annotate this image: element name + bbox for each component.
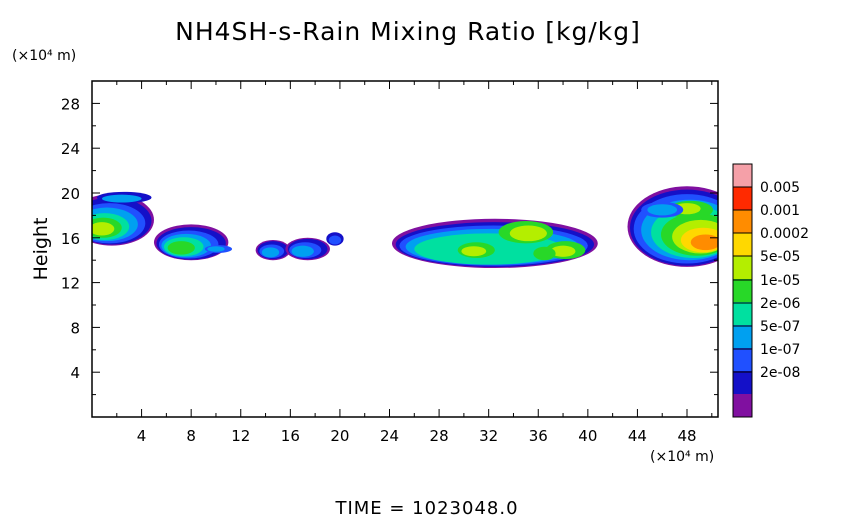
contour-region: [533, 246, 556, 261]
contour-region: [92, 222, 115, 236]
colorbar-swatch: [733, 164, 752, 187]
x-tick-label: 40: [578, 427, 597, 445]
x-tick-label: 36: [529, 427, 548, 445]
contour-region: [647, 204, 678, 216]
colorbar-frame: [732, 163, 753, 418]
colorbar-label: 1e-05: [760, 273, 800, 289]
x-tick-label: 44: [628, 427, 647, 445]
y-tick-label: 24: [61, 140, 80, 158]
colorbar-swatch: [733, 302, 752, 325]
x-tick-label: 48: [677, 427, 696, 445]
contour-region: [167, 241, 195, 255]
x-tick-label: 20: [330, 427, 349, 445]
contour-region: [690, 234, 718, 251]
x-tick-label: 12: [231, 427, 250, 445]
colorbar-label: 1e-07: [760, 342, 800, 358]
colorbar-swatch: [733, 394, 752, 417]
contour-region: [461, 246, 487, 257]
colorbar-label: 2e-08: [760, 365, 800, 381]
colorbar: 0.005 0.001 0.0002 5e-05 1e-05 2e-06 5e-07 1e-0…: [732, 163, 809, 418]
colorbar-swatch: [733, 233, 752, 256]
colorbar-swatch: [733, 187, 752, 210]
y-tick-label: 16: [61, 230, 80, 248]
x-tick-label: 28: [430, 427, 449, 445]
contour-region: [207, 246, 225, 252]
y-tick-label: 4: [70, 364, 80, 382]
x-tick-label: 8: [186, 427, 196, 445]
y-tick-label: 12: [61, 275, 80, 293]
colorbar-swatch: [733, 210, 752, 233]
colorbar-swatch: [733, 348, 752, 371]
x-tick-label: 16: [281, 427, 300, 445]
colorbar-label: 0.001: [760, 203, 800, 219]
colorbar-label: 0.005: [760, 180, 800, 196]
y-axis-label: Height: [30, 218, 52, 281]
colorbar-swatch: [733, 325, 752, 348]
colorbar-label: 5e-05: [760, 249, 800, 265]
x-tick-label: 24: [380, 427, 399, 445]
contour-region: [550, 245, 576, 257]
contour-region: [101, 194, 142, 203]
colorbar-label: 2e-06: [760, 296, 800, 312]
y-unit-label: (×10⁴ m): [12, 48, 76, 64]
y-tick-label: 28: [61, 95, 80, 113]
plot-frame: [91, 80, 719, 418]
y-tick-label: 20: [61, 185, 80, 203]
colorbar-swatch: [733, 279, 752, 302]
x-unit-label: (×10⁴ m): [650, 449, 714, 465]
plot-content: [92, 186, 718, 269]
contour-region: [261, 247, 280, 258]
y-tick-label: 8: [70, 319, 80, 337]
x-tick-label: 4: [137, 427, 147, 445]
chart-title: NH4SH-s-Rain Mixing Ratio [kg/kg]: [175, 17, 641, 46]
contour-region: [291, 245, 314, 257]
colorbar-swatch: [733, 371, 752, 394]
contour-region: [328, 235, 342, 245]
time-footer: TIME = 1023048.0: [334, 498, 518, 519]
colorbar-label: 0.0002: [760, 226, 809, 242]
colorbar-label: 5e-07: [760, 319, 800, 335]
colorbar-swatch: [733, 256, 752, 279]
x-tick-label: 32: [479, 427, 498, 445]
contour-region: [509, 225, 547, 242]
